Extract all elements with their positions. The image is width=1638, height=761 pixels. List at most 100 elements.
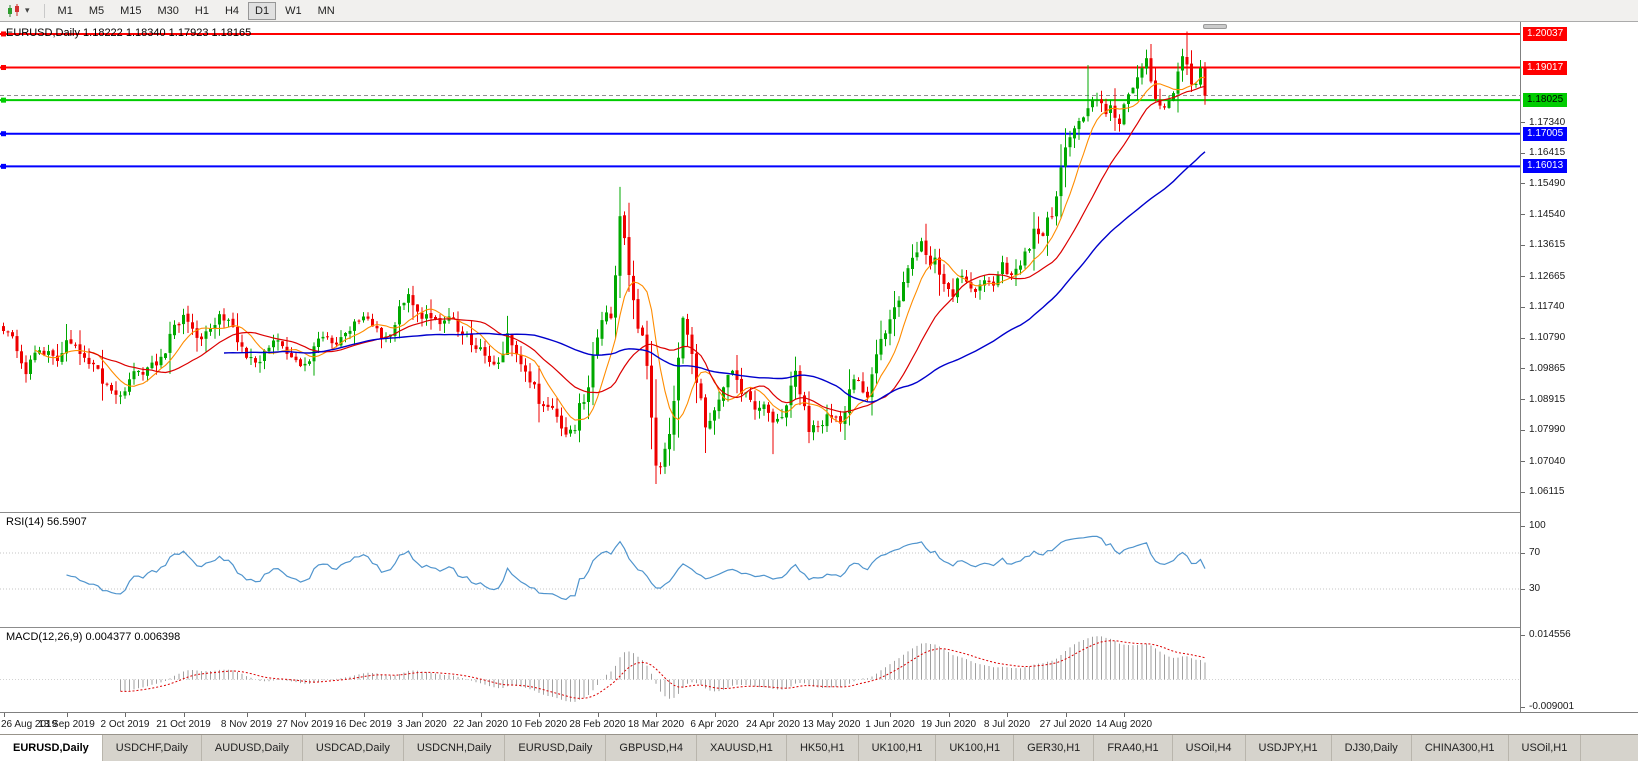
- chart-scrollbar-thumb[interactable]: [1203, 24, 1227, 29]
- panel-divider[interactable]: [0, 512, 1638, 513]
- date-label: 8 Jul 2020: [983, 719, 1031, 730]
- timeframe-button-m30[interactable]: M30: [157, 4, 179, 17]
- tab-gbpusd-h4[interactable]: GBPUSD,H4: [606, 735, 697, 761]
- tab-fra40-h1[interactable]: FRA40,H1: [1094, 735, 1173, 761]
- date-label: 1 Jun 2020: [865, 719, 915, 730]
- chart-ohlc-values: 1.18222 1.18340 1.17923 1.18165: [83, 27, 252, 39]
- date-axis: 26 Aug 2019 13 Sep 2019 2 Oct 2019 21 Oct 2…: [0, 712, 1638, 734]
- date-label: 13 Sep 2019: [38, 719, 95, 730]
- tab-usoil-h4[interactable]: USOil,H4: [1173, 735, 1246, 761]
- date-label: 6 Apr 2020: [690, 719, 739, 730]
- price-tick-label: 1.07990: [1529, 424, 1566, 436]
- timeframe-button-h4[interactable]: H4: [224, 4, 240, 17]
- timeframe-button-w1[interactable]: W1: [285, 4, 302, 17]
- tab-usdjpy-h1[interactable]: USDJPY,H1: [1246, 735, 1332, 761]
- toolbar: ▾ M1 M5 M15 M30 H1 H4 D1 W1 MN: [0, 0, 1638, 22]
- tab-ger30-h1[interactable]: GER30,H1: [1014, 735, 1095, 761]
- tab-usoil-h1[interactable]: USOil,H1: [1509, 735, 1582, 761]
- price-level-label: 1.20037: [1523, 26, 1568, 41]
- timeframe-button-mn[interactable]: MN: [317, 4, 335, 17]
- candlestick-chart-icon[interactable]: [6, 3, 22, 18]
- timeframe-button-m5[interactable]: M5: [88, 4, 105, 17]
- price-tick-label: 1.16415: [1529, 147, 1566, 159]
- timeframe-button-d1[interactable]: D1: [248, 1, 277, 20]
- rsi-tick-label: 70: [1529, 547, 1541, 558]
- tab-usdcad-daily[interactable]: USDCAD,Daily: [303, 735, 404, 761]
- macd-histogram: [120, 636, 1206, 702]
- price-tick-label: 1.09865: [1529, 362, 1566, 374]
- date-label: 27 Jul 2020: [1039, 719, 1092, 730]
- price-level-label: 1.17005: [1523, 126, 1568, 141]
- tab-usdchf-daily[interactable]: USDCHF,Daily: [103, 735, 202, 761]
- price-level-label: 1.19017: [1523, 60, 1568, 75]
- price-level-label: 1.18025: [1523, 93, 1568, 108]
- tab-uk100-h1[interactable]: UK100,H1: [936, 735, 1015, 761]
- ma-mid-line: [88, 85, 1206, 413]
- tab-china300-h1[interactable]: CHINA300,H1: [1412, 735, 1509, 761]
- price-tick-label: 1.10790: [1529, 332, 1566, 344]
- timeframe-button-h1[interactable]: H1: [194, 4, 209, 17]
- timeframe-button-m1[interactable]: M1: [57, 4, 73, 17]
- candlesticks: [2, 31, 1207, 484]
- price-tick-label: 1.07040: [1529, 455, 1566, 467]
- date-label: 21 Oct 2019: [156, 719, 211, 730]
- price-tick-label: 1.08915: [1529, 393, 1566, 405]
- price-tick-label: 1.06115: [1529, 486, 1565, 498]
- date-label: 18 Mar 2020: [627, 719, 685, 730]
- rsi-tick-label: 100: [1529, 520, 1546, 531]
- date-label: 14 Aug 2020: [1095, 719, 1153, 730]
- level-line-anchor[interactable]: [1, 163, 6, 169]
- price-axis: 1.17340 1.16415 1.15490 1.14540 1.13615 1.126…: [1520, 22, 1638, 512]
- panel-divider[interactable]: [0, 627, 1638, 628]
- price-level-label: 1.16013: [1523, 159, 1568, 174]
- tab-uk100-h1[interactable]: UK100,H1: [859, 735, 937, 761]
- tab-eurusd-daily[interactable]: EURUSD,Daily: [0, 735, 103, 761]
- chart-title: EURUSD,Daily 1.18222 1.18340 1.17923 1.1…: [6, 27, 251, 39]
- date-label: 10 Feb 2020: [510, 719, 568, 730]
- ma-fast-line: [34, 76, 1206, 424]
- date-label: 26 Aug 2019: [1, 719, 58, 730]
- toolbar-separator: [43, 3, 45, 18]
- date-label: 16 Dec 2019: [335, 719, 392, 730]
- tab-eurusd-daily[interactable]: EURUSD,Daily: [505, 735, 607, 761]
- tab-audusd-daily[interactable]: AUDUSD,Daily: [202, 735, 303, 761]
- price-tick-label: 1.13615: [1529, 239, 1566, 251]
- macd-indicator-chart[interactable]: [0, 627, 1520, 712]
- timeframe-buttons: M1 M5 M15 M30 H1 H4 D1 W1 MN: [51, 1, 342, 20]
- rsi-indicator-chart[interactable]: [0, 512, 1520, 627]
- level-line-anchor[interactable]: [1, 65, 6, 71]
- chart-type-dropdown-caret[interactable]: ▾: [25, 5, 30, 15]
- rsi-tick-label: 30: [1529, 583, 1541, 594]
- tab-hk50-h1[interactable]: HK50,H1: [787, 735, 859, 761]
- price-tick-label: 1.14540: [1529, 208, 1566, 220]
- price-tick-label: 1.17340: [1529, 116, 1566, 128]
- date-label: 13 May 2020: [802, 719, 861, 730]
- date-label: 27 Nov 2019: [276, 719, 334, 730]
- chart-symbol-timeframe: EURUSD,Daily: [6, 27, 80, 39]
- rsi-label: RSI(14) 56.5907: [6, 516, 87, 528]
- level-line-anchor[interactable]: [1, 131, 6, 137]
- price-tick-label: 1.12665: [1529, 270, 1566, 282]
- timeframe-button-m15[interactable]: M15: [120, 4, 142, 17]
- tab-usdcnh-daily[interactable]: USDCNH,Daily: [404, 735, 506, 761]
- macd-label: MACD(12,26,9) 0.004377 0.006398: [6, 631, 181, 643]
- date-label: 2 Oct 2019: [100, 719, 150, 730]
- macd-tick-label: -0.009001: [1529, 701, 1575, 712]
- rsi-line: [66, 535, 1206, 601]
- level-line-anchor[interactable]: [1, 31, 6, 37]
- tab-dj30-daily[interactable]: DJ30,Daily: [1332, 735, 1412, 761]
- macd-signal-line: [120, 640, 1206, 699]
- tab-xauusd-h1[interactable]: XAUUSD,H1: [697, 735, 787, 761]
- price-tick-label: 1.11740: [1529, 301, 1565, 312]
- macd-axis: 0.014556 -0.009001: [1520, 627, 1638, 712]
- date-label: 19 Jun 2020: [920, 719, 977, 730]
- rsi-axis: 100 70 30: [1520, 512, 1638, 627]
- chart-tabs: EURUSD,Daily USDCHF,Daily AUDUSD,Daily USDC…: [0, 734, 1638, 761]
- date-label: 22 Jan 2020: [452, 719, 509, 730]
- level-line-anchor[interactable]: [1, 97, 6, 103]
- date-label: 3 Jan 2020: [397, 719, 447, 730]
- date-label: 28 Feb 2020: [569, 719, 626, 730]
- main-price-chart[interactable]: [0, 22, 1520, 512]
- date-label: 8 Nov 2019: [220, 719, 273, 730]
